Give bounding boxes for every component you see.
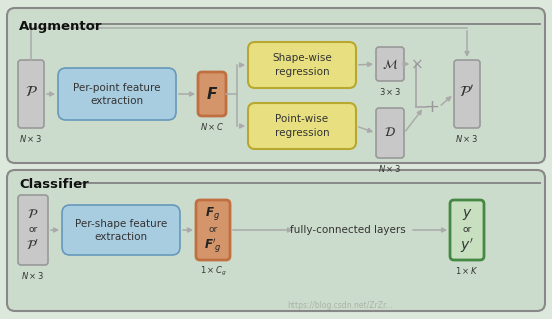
Text: $y'$: $y'$ — [460, 237, 474, 255]
Text: https://blog.csdn.net/ZrZr...: https://blog.csdn.net/ZrZr... — [287, 301, 393, 310]
FancyBboxPatch shape — [62, 205, 180, 255]
Text: regression: regression — [275, 67, 330, 77]
Text: $\boldsymbol{F}$: $\boldsymbol{F}$ — [206, 86, 218, 102]
Text: $\mathcal{P}$: $\mathcal{P}$ — [25, 85, 38, 100]
FancyBboxPatch shape — [7, 8, 545, 163]
FancyBboxPatch shape — [376, 47, 404, 81]
Text: $1 \times K$: $1 \times K$ — [455, 265, 479, 276]
Text: $+$: $+$ — [424, 98, 439, 116]
Text: $\boldsymbol{F}'_g$: $\boldsymbol{F}'_g$ — [204, 237, 222, 255]
FancyBboxPatch shape — [376, 108, 404, 158]
FancyBboxPatch shape — [198, 72, 226, 116]
Text: $N \times C$: $N \times C$ — [200, 121, 224, 132]
Text: fully-connected layers: fully-connected layers — [290, 225, 406, 235]
Text: or: or — [208, 226, 217, 234]
FancyBboxPatch shape — [248, 103, 356, 149]
Text: $N \times 3$: $N \times 3$ — [19, 133, 43, 144]
Text: or: or — [28, 226, 38, 234]
Text: $\mathcal{M}$: $\mathcal{M}$ — [382, 57, 398, 71]
Text: $N \times 3$: $N \times 3$ — [22, 270, 45, 281]
FancyBboxPatch shape — [196, 200, 230, 260]
Text: $3 \times 3$: $3 \times 3$ — [379, 86, 401, 97]
FancyBboxPatch shape — [58, 68, 176, 120]
FancyBboxPatch shape — [248, 42, 356, 88]
FancyBboxPatch shape — [454, 60, 480, 128]
Text: $\mathcal{P}$: $\mathcal{P}$ — [27, 207, 39, 220]
Text: Classifier: Classifier — [19, 178, 89, 191]
Text: regression: regression — [275, 128, 330, 138]
Text: $y$: $y$ — [461, 206, 473, 221]
Text: $\mathcal{D}$: $\mathcal{D}$ — [384, 127, 396, 139]
FancyBboxPatch shape — [18, 60, 44, 128]
FancyBboxPatch shape — [450, 200, 484, 260]
Text: Per-point feature: Per-point feature — [73, 83, 161, 93]
Text: Shape-wise: Shape-wise — [272, 53, 332, 63]
Text: $\mathcal{P}'$: $\mathcal{P}'$ — [26, 239, 40, 253]
Text: $\mathcal{P}'$: $\mathcal{P}'$ — [459, 84, 475, 100]
Text: $N \times 3$: $N \times 3$ — [378, 163, 402, 174]
Text: $1 \times C_g$: $1 \times C_g$ — [199, 265, 226, 278]
Text: $\times$: $\times$ — [410, 56, 422, 71]
Text: $N \times 3$: $N \times 3$ — [455, 133, 479, 144]
Text: Point-wise: Point-wise — [275, 114, 328, 124]
Text: extraction: extraction — [94, 232, 147, 242]
Text: Augmentor: Augmentor — [19, 20, 103, 33]
Text: or: or — [463, 226, 471, 234]
Text: extraction: extraction — [91, 96, 144, 106]
FancyBboxPatch shape — [7, 170, 545, 311]
Text: $\boldsymbol{F}_g$: $\boldsymbol{F}_g$ — [205, 205, 221, 222]
Text: Per-shape feature: Per-shape feature — [75, 219, 167, 229]
FancyBboxPatch shape — [18, 195, 48, 265]
